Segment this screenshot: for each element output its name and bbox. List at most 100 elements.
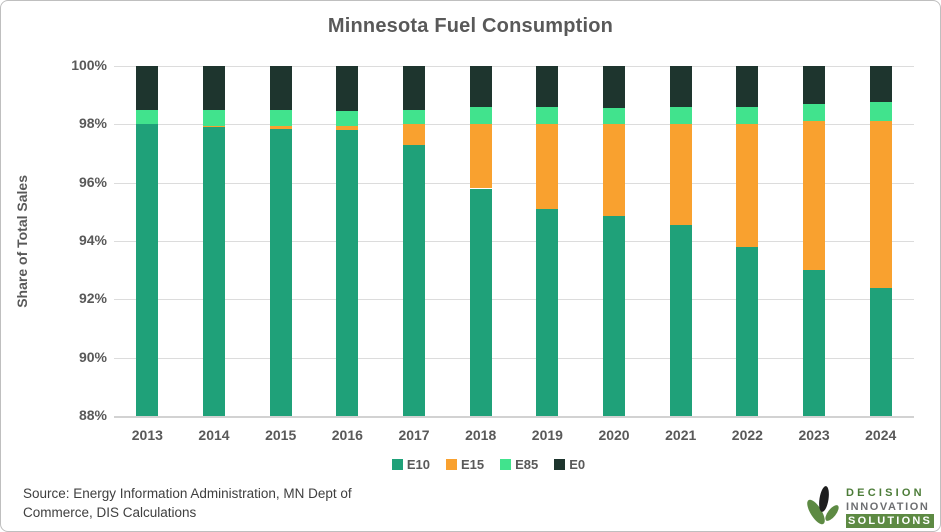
- bar-cell-2022: [714, 66, 781, 416]
- bar-segment-e85-2018: [469, 106, 492, 125]
- bar-segment-e10-2020: [603, 216, 626, 416]
- logo-text: DECISION INNOVATION SOLUTIONS: [846, 486, 934, 528]
- bar-segment-e85-2016: [336, 111, 359, 126]
- legend-item-e85: E85: [500, 457, 538, 472]
- gridline-90: [114, 357, 914, 359]
- stacked-bar-2016: [336, 66, 359, 416]
- bar-cell-2014: [181, 66, 248, 416]
- bar-segment-e0-2020: [603, 66, 626, 109]
- bar-segment-e15-2015: [269, 125, 292, 129]
- gridline-100: [114, 66, 914, 67]
- bar-segment-e0-2016: [336, 66, 359, 112]
- bar-segment-e0-2013: [136, 66, 159, 110]
- legend-swatch-e0: [554, 459, 566, 470]
- bar-segment-e10-2013: [136, 124, 159, 416]
- y-tick-label-94: 94%: [78, 232, 107, 248]
- company-logo: DECISION INNOVATION SOLUTIONS: [804, 483, 934, 531]
- x-tick-label-2021: 2021: [665, 427, 697, 443]
- stacked-bar-2018: [469, 66, 492, 416]
- x-axis-line: [114, 416, 914, 418]
- bar-segment-e15-2022: [736, 124, 759, 247]
- bar-segment-e15-2019: [536, 124, 559, 209]
- bar-segment-e10-2022: [736, 246, 759, 416]
- bar-segment-e0-2024: [869, 66, 892, 103]
- stacked-bar-2021: [669, 66, 692, 416]
- x-tick-label-2024: 2024: [865, 427, 897, 443]
- stacked-bar-2019: [536, 66, 559, 416]
- bar-cell-2015: [247, 66, 314, 416]
- y-tick-label-96: 96%: [78, 173, 107, 190]
- source-line-2: Commerce, DIS Calculations: [23, 505, 197, 520]
- bar-segment-e0-2017: [403, 66, 426, 110]
- bar-segment-e0-2021: [669, 66, 692, 107]
- legend-label-e85: E85: [515, 457, 539, 472]
- bar-segment-e85-2022: [736, 106, 759, 125]
- bar-segment-e15-2020: [603, 124, 626, 217]
- stacked-bar-2023: [803, 66, 826, 416]
- x-tick-label-2015: 2015: [265, 427, 297, 443]
- legend-item-e15: E15: [445, 457, 485, 472]
- bars-container: [114, 66, 914, 416]
- bar-segment-e10-2023: [803, 270, 826, 416]
- bar-segment-e10-2018: [469, 188, 492, 416]
- y-tick-label-98: 98%: [78, 115, 107, 132]
- legend-item-e10: E10: [391, 457, 430, 472]
- bar-segment-e0-2015: [269, 66, 292, 110]
- bar-segment-e0-2023: [803, 66, 826, 104]
- bar-cell-2018: [447, 66, 514, 416]
- bar-cell-2016: [314, 66, 381, 416]
- chart-title: Minnesota Fuel Consumption: [327, 15, 614, 37]
- bar-segment-e85-2013: [136, 109, 159, 125]
- legend-swatch-e10: [391, 459, 403, 470]
- bar-segment-e85-2023: [803, 103, 826, 122]
- x-tick-label-2013: 2013: [131, 427, 163, 443]
- bar-segment-e0-2022: [736, 66, 759, 107]
- legend-item-e0: E0: [554, 457, 585, 472]
- plot-area: [114, 66, 914, 418]
- bar-segment-e85-2020: [603, 108, 626, 125]
- bar-cell-2020: [581, 66, 648, 416]
- legend-label-e10: E10: [406, 457, 430, 472]
- stacked-bar-2022: [736, 66, 759, 416]
- bar-segment-e85-2014: [203, 109, 225, 126]
- logo-line-innovation: INNOVATION: [846, 501, 930, 513]
- gridline-98: [114, 124, 914, 126]
- bar-cell-2013: [114, 66, 181, 416]
- stacked-bar-2020: [603, 66, 626, 416]
- legend-swatch-e15: [445, 459, 457, 470]
- gridline-92: [114, 299, 914, 301]
- bar-segment-e10-2019: [536, 208, 559, 416]
- y-axis-title-text: Share of Total Sales: [14, 174, 30, 308]
- bar-segment-e10-2017: [403, 144, 426, 416]
- source-line-1: Source: Energy Information Administratio…: [23, 486, 352, 501]
- x-tick-label-2020: 2020: [598, 427, 630, 443]
- bar-segment-e10-2015: [269, 128, 292, 416]
- x-axis-tick-labels: 2013 2014 2015 2016 2017 2018 2019 2020 2021 2022…: [114, 427, 914, 443]
- bar-segment-e10-2024: [869, 287, 892, 416]
- bar-cell-2019: [514, 66, 581, 416]
- y-tick-label-90: 90%: [78, 348, 107, 365]
- x-tick-label-2018: 2018: [465, 427, 497, 443]
- stacked-bar-2017: [403, 66, 426, 416]
- bar-segment-e85-2019: [536, 106, 559, 125]
- bar-segment-e15-2018: [469, 124, 492, 189]
- legend-label-e15: E15: [460, 457, 485, 472]
- bar-segment-e15-2021: [669, 124, 692, 225]
- y-axis-title: Share of Total Sales: [7, 66, 37, 416]
- logo-leaf-icon: [807, 486, 839, 525]
- x-tick-label-2014: 2014: [198, 427, 230, 443]
- logo-line-decision: DECISION: [846, 487, 925, 499]
- gridline-94: [114, 241, 914, 242]
- gridline-96: [114, 182, 914, 184]
- bar-segment-e15-2023: [803, 121, 826, 271]
- x-tick-label-2017: 2017: [398, 427, 430, 443]
- bar-segment-e85-2015: [269, 109, 292, 126]
- x-tick-label-2023: 2023: [798, 427, 830, 443]
- logo-line-solutions: SOLUTIONS: [846, 514, 934, 528]
- x-tick-label-2022: 2022: [731, 427, 763, 443]
- bar-cell-2024: [847, 66, 914, 416]
- bar-segment-e10-2014: [203, 127, 225, 416]
- bar-segment-e85-2021: [669, 106, 692, 125]
- source-note: Source: Energy Information Administratio…: [23, 484, 352, 522]
